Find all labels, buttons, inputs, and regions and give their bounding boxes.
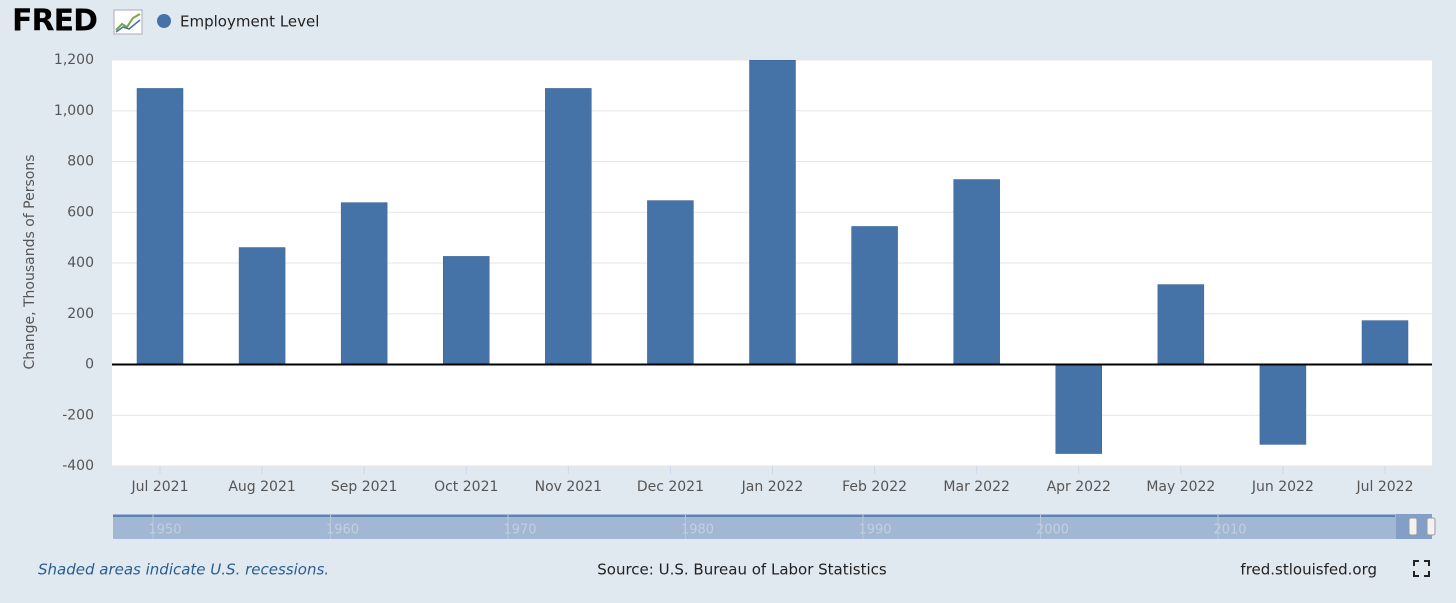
logo-line xyxy=(115,19,141,33)
navigator-label: 1970 xyxy=(503,523,536,538)
fullscreen-icon[interactable] xyxy=(1413,560,1430,577)
recession-note: Shaded areas indicate U.S. recessions. xyxy=(38,561,329,579)
y-tick-label: 600 xyxy=(67,204,94,220)
navigator-handle[interactable] xyxy=(1408,517,1418,536)
navigator-label: 1960 xyxy=(326,523,359,538)
legend-marker xyxy=(157,14,171,28)
navigator-label: 1980 xyxy=(681,523,714,538)
x-tick-label: Oct 2021 xyxy=(434,479,498,495)
navigator-label: 1990 xyxy=(858,523,891,538)
brand-logo: FRED xyxy=(12,4,97,39)
x-tick-label: Mar 2022 xyxy=(943,479,1010,495)
y-tick-label: -200 xyxy=(62,407,94,423)
x-tick-label: Feb 2022 xyxy=(842,479,907,495)
navigator-axis: 1950 1960 1970 1980 1990 2000 2010 xyxy=(148,514,1247,539)
x-tick-label: Nov 2021 xyxy=(535,479,602,495)
bar xyxy=(1157,284,1205,365)
bar xyxy=(953,179,1000,365)
plot xyxy=(112,59,1432,467)
y-tick-label: 200 xyxy=(67,306,94,322)
navigator-label: 1950 xyxy=(148,523,181,538)
bar xyxy=(443,256,490,365)
logo-icon xyxy=(113,9,143,35)
x-tick-label: May 2022 xyxy=(1146,479,1215,495)
navigator-handle[interactable] xyxy=(1426,517,1436,536)
x-tick-label: Apr 2022 xyxy=(1047,479,1111,495)
bar xyxy=(647,200,694,365)
bar xyxy=(545,88,592,365)
bar xyxy=(136,88,184,365)
y-tick-label: -400 xyxy=(62,458,94,474)
bar xyxy=(1361,320,1409,365)
navigator-label: 2000 xyxy=(1036,523,1069,538)
x-tick-label: Jan 2022 xyxy=(741,479,804,495)
y-axis-label: Change, Thousands of Persons xyxy=(22,154,38,369)
x-tick-label: Jul 2022 xyxy=(1356,479,1414,495)
bar xyxy=(749,60,796,365)
logo-line xyxy=(115,13,141,31)
source: Source: U.S. Bureau of Labor Statistics xyxy=(597,561,887,579)
bar xyxy=(1259,364,1307,445)
x-tick-label: Jun 2022 xyxy=(1251,479,1314,495)
x-tick-label: Sep 2021 xyxy=(331,479,397,495)
y-tick-label: 800 xyxy=(67,154,94,170)
legend-label: Employment Level xyxy=(180,13,319,31)
bar xyxy=(238,247,286,365)
y-tick-label: 400 xyxy=(67,255,94,271)
bar xyxy=(851,226,898,365)
y-tick-label: 1,200 xyxy=(54,52,94,68)
x-tick-label: Jul 2021 xyxy=(131,479,189,495)
navigator-label: 2010 xyxy=(1213,523,1246,538)
y-tick-label: 0 xyxy=(85,357,94,373)
bar xyxy=(340,202,388,365)
x-tick-label: Aug 2021 xyxy=(228,479,295,495)
bar xyxy=(1055,364,1102,454)
site-link[interactable]: fred.stlouisfed.org xyxy=(1240,561,1377,579)
x-tick-label: Dec 2021 xyxy=(637,479,704,495)
navigator xyxy=(113,514,1432,539)
y-tick-label: 1,000 xyxy=(54,103,94,119)
